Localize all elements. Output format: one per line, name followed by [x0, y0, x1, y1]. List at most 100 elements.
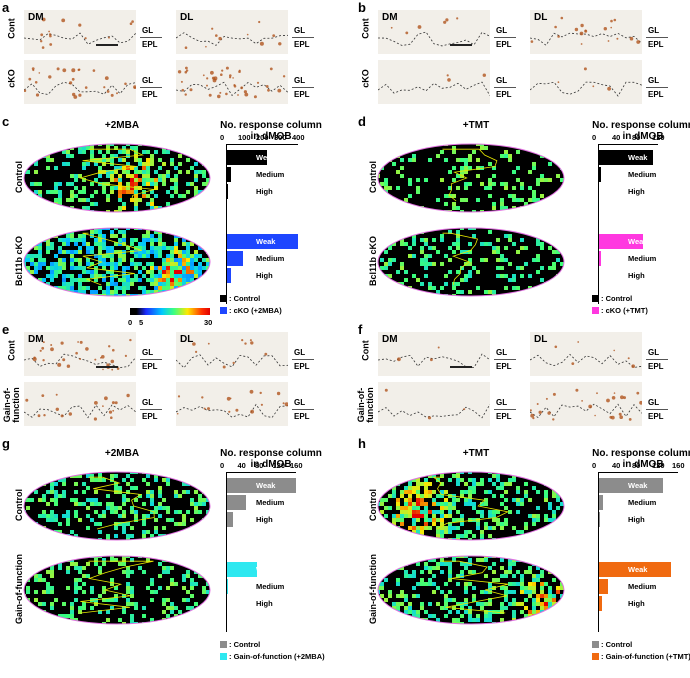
- legend-swatch: [220, 295, 227, 302]
- micrograph-tile: DM: [24, 10, 136, 54]
- micrograph-tile: DL: [176, 332, 288, 376]
- legend-text: : Control: [601, 640, 633, 649]
- tick-label: 80: [632, 133, 641, 142]
- heatmap: [376, 470, 566, 542]
- row-label-b-1: cKO: [360, 69, 371, 88]
- layer-label-epl: EPL: [648, 90, 664, 99]
- layer-divider: [140, 359, 162, 360]
- x-axis: [226, 472, 296, 473]
- layer-label-gl: GL: [496, 76, 508, 85]
- x-axis: [598, 472, 678, 473]
- bar-label: Weak: [256, 237, 276, 246]
- chart-title: No. response column in dMOB: [592, 120, 690, 142]
- bar-label: High: [256, 187, 273, 196]
- bar-medium: [226, 251, 244, 266]
- tick-label: 80: [255, 461, 264, 470]
- column-label: DM: [382, 334, 398, 345]
- bar-weak: [226, 562, 257, 577]
- row-label-f-1: Gain-of- function: [356, 387, 375, 423]
- layer-label-gl: GL: [496, 26, 508, 35]
- stimulus-title: +2MBA: [104, 120, 140, 131]
- bar-label: Medium: [628, 498, 657, 507]
- layer-label-epl: EPL: [294, 90, 310, 99]
- column-label: DL: [534, 334, 548, 345]
- micrograph-tile: [24, 60, 136, 104]
- legend-entry: : Control: [220, 294, 260, 303]
- layer-label-epl: EPL: [294, 40, 310, 49]
- micrograph-tile: DM: [24, 332, 136, 376]
- layer-label-epl: EPL: [142, 412, 158, 421]
- y-axis: [598, 144, 599, 304]
- layer-divider: [646, 409, 668, 410]
- micrograph-tile: [378, 382, 490, 426]
- layer-label-epl: EPL: [648, 40, 664, 49]
- legend-entry: : cKO (+TMT): [592, 306, 648, 315]
- bar-weak: [226, 150, 268, 165]
- heatmap: [376, 226, 566, 298]
- bar-high: [226, 268, 232, 283]
- legend-entry: : Control: [592, 640, 632, 649]
- layer-divider: [494, 37, 516, 38]
- micrograph-tile: DL: [530, 10, 642, 54]
- layer-divider: [646, 87, 668, 88]
- panel-label-d: d: [358, 114, 366, 129]
- chart-title: No. response column in dMOB: [220, 120, 322, 142]
- legend-entry: : Gain-of-function (+2MBA): [220, 652, 325, 661]
- bar-label: Weak: [628, 565, 648, 574]
- layer-label-gl: GL: [142, 348, 154, 357]
- heatmap: [376, 554, 566, 626]
- tick-label: 400: [292, 133, 305, 142]
- layer-label-epl: EPL: [648, 412, 664, 421]
- bar-medium: [226, 495, 246, 510]
- bar-label: Weak: [256, 565, 276, 574]
- column-label: DL: [180, 12, 194, 23]
- layer-label-epl: EPL: [294, 362, 310, 371]
- legend-swatch: [592, 307, 599, 314]
- bar-label: Medium: [256, 582, 285, 591]
- legend-swatch: [592, 641, 599, 648]
- panel-label-g: g: [2, 436, 10, 451]
- row-label-a-1: cKO: [6, 69, 17, 88]
- bar-label: Weak: [628, 481, 648, 490]
- legend-text: : cKO (+TMT): [601, 306, 648, 315]
- layer-label-gl: GL: [294, 26, 306, 35]
- heatmap: [22, 470, 212, 542]
- layer-divider: [140, 87, 162, 88]
- micrograph-tile: DM: [378, 10, 490, 54]
- bar-label: Weak: [628, 237, 648, 246]
- row-label-f-0: Cont: [360, 340, 371, 361]
- panel-label-c: c: [2, 114, 10, 129]
- tick-label: 200: [256, 133, 269, 142]
- bar-weak: [598, 478, 663, 493]
- colorbar-max: 30: [204, 318, 213, 327]
- bar-label: Medium: [256, 498, 285, 507]
- layer-label-epl: EPL: [496, 412, 512, 421]
- layer-divider: [494, 359, 516, 360]
- bar-label: Medium: [628, 582, 657, 591]
- panel-label-h: h: [358, 436, 366, 451]
- bar-medium: [598, 495, 603, 510]
- layer-label-gl: GL: [648, 26, 660, 35]
- tick-label: 0: [220, 133, 225, 142]
- micrograph-tile: DM: [378, 332, 490, 376]
- row-label-e-0: Cont: [6, 340, 17, 361]
- colorbar: [130, 308, 210, 315]
- legend-swatch: [220, 653, 227, 660]
- bar-label: Medium: [256, 170, 285, 179]
- layer-label-gl: GL: [496, 348, 508, 357]
- heatmap: [22, 142, 212, 214]
- tick-label: 160: [672, 461, 685, 470]
- layer-label-gl: GL: [496, 398, 508, 407]
- bar-label: Weak: [256, 481, 276, 490]
- row-label-e-1: Gain-of- function: [2, 387, 21, 423]
- y-axis: [226, 472, 227, 632]
- chart-title: No. response column in dMOB: [220, 448, 322, 470]
- layer-label-gl: GL: [294, 348, 306, 357]
- layer-label-gl: GL: [648, 76, 660, 85]
- tick-label: 0: [220, 461, 225, 470]
- bar-medium: [598, 167, 601, 182]
- legend-text: : Control: [229, 294, 261, 303]
- layer-label-epl: EPL: [142, 40, 158, 49]
- legend-text: : Control: [601, 294, 633, 303]
- layer-divider: [292, 87, 314, 88]
